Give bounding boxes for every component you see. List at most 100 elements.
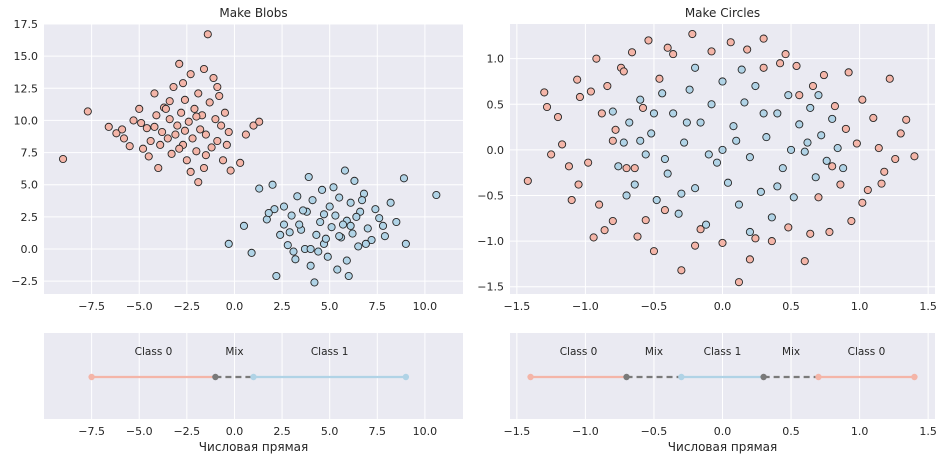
class1-point (663, 169, 672, 178)
class0-point (144, 152, 153, 161)
class0-point (203, 30, 212, 39)
class1-point (346, 198, 355, 207)
class1-point (773, 182, 782, 191)
class1-point (375, 214, 384, 223)
class0-point (180, 95, 189, 104)
class0-point (190, 104, 199, 113)
y-tick-label: 15.0 (14, 50, 39, 63)
class1-point (298, 206, 308, 215)
class1-point (224, 239, 233, 248)
class0-point (194, 178, 203, 187)
class1-point (335, 193, 344, 202)
class0-point (249, 121, 258, 130)
y-tick-label: −0.5 (477, 189, 504, 202)
class0-point (800, 257, 809, 266)
class0-point (726, 38, 735, 47)
class0-point (180, 126, 189, 135)
class1-point (619, 138, 628, 147)
class0-point (217, 121, 226, 130)
class1-point (756, 187, 765, 196)
class0-point (795, 91, 804, 100)
class1-point (255, 184, 264, 193)
class1-point (331, 211, 340, 220)
class0-point (177, 108, 186, 117)
class0-point (630, 164, 639, 173)
class0-point (182, 156, 191, 165)
class0-point (523, 176, 532, 185)
class1-point (399, 174, 409, 183)
class0-point (236, 158, 245, 167)
x-tick-label: 10.0 (413, 425, 438, 438)
class1-point (718, 145, 727, 154)
segment-endpoint (88, 373, 95, 381)
class0-point (220, 108, 229, 117)
class1-point (828, 114, 837, 123)
x-tick-label: 7.5 (369, 300, 387, 313)
class0-point (874, 144, 883, 153)
class1-point (386, 198, 395, 207)
class1-point (718, 77, 727, 86)
class0-point (171, 130, 180, 139)
class0-point (584, 158, 593, 167)
class1-point (789, 193, 798, 202)
class0-point (255, 117, 264, 126)
class0-point (192, 112, 201, 121)
class0-point (222, 140, 231, 149)
class0-point (138, 144, 148, 153)
y-tick-label: −1.5 (477, 281, 504, 294)
class1-point (734, 200, 744, 209)
class0-point (649, 247, 659, 256)
class1-point (346, 221, 355, 230)
class1-point (380, 232, 389, 241)
class0-point (592, 54, 601, 63)
class1-point (658, 89, 667, 98)
class1-point (310, 278, 319, 287)
class1-point (660, 154, 669, 164)
class1-point (811, 173, 820, 182)
x-tick-label: −1.0 (572, 425, 599, 438)
class0-point (902, 115, 911, 124)
class0-point (696, 225, 705, 234)
class1-point (283, 241, 292, 250)
class1-point (704, 150, 713, 159)
class0-point (205, 98, 214, 107)
class1-point (270, 205, 279, 214)
x-tick-label: −0.5 (641, 425, 668, 438)
class1-point (350, 176, 359, 185)
segment-label: Mix (645, 346, 663, 358)
x-tick-label: −1.5 (503, 300, 530, 313)
class1-point (833, 144, 842, 153)
class0-point (173, 121, 182, 130)
class1-point (287, 211, 296, 220)
segment-endpoint (678, 373, 685, 381)
class1-point (306, 261, 315, 270)
class0-point (196, 125, 205, 134)
class1-point (319, 210, 329, 219)
class1-point (316, 217, 325, 227)
class0-point (743, 45, 752, 54)
class1-point (795, 120, 804, 129)
class0-point (574, 180, 583, 189)
segment-endpoint (911, 373, 918, 381)
class0-point (186, 70, 195, 79)
class0-point (595, 200, 604, 209)
class0-point (161, 104, 170, 113)
x-tick-label: −0.5 (641, 300, 668, 313)
class0-point (751, 234, 760, 243)
y-tick-label: 0.0 (21, 243, 39, 256)
segment-endpoint (250, 373, 257, 381)
class1-point (762, 133, 771, 142)
x-tick-label: 0.5 (782, 300, 800, 313)
class1-point (740, 98, 749, 107)
class0-point (211, 115, 220, 124)
class1-point (745, 227, 754, 237)
make-circles-chart: −1.5 −1.0 −0.5 0.0 0.5 1.0 1.5 −1.5 −1.0 −0.5 0.0 0… (477, 6, 937, 313)
class0-point (83, 107, 92, 116)
class0-point (819, 71, 829, 80)
x-axis-label: Числовая прямая (668, 440, 777, 454)
class1-point (312, 230, 321, 239)
x-tick-label: 7.5 (369, 425, 387, 438)
segment-endpoint (760, 373, 767, 381)
class0-point (589, 233, 598, 242)
